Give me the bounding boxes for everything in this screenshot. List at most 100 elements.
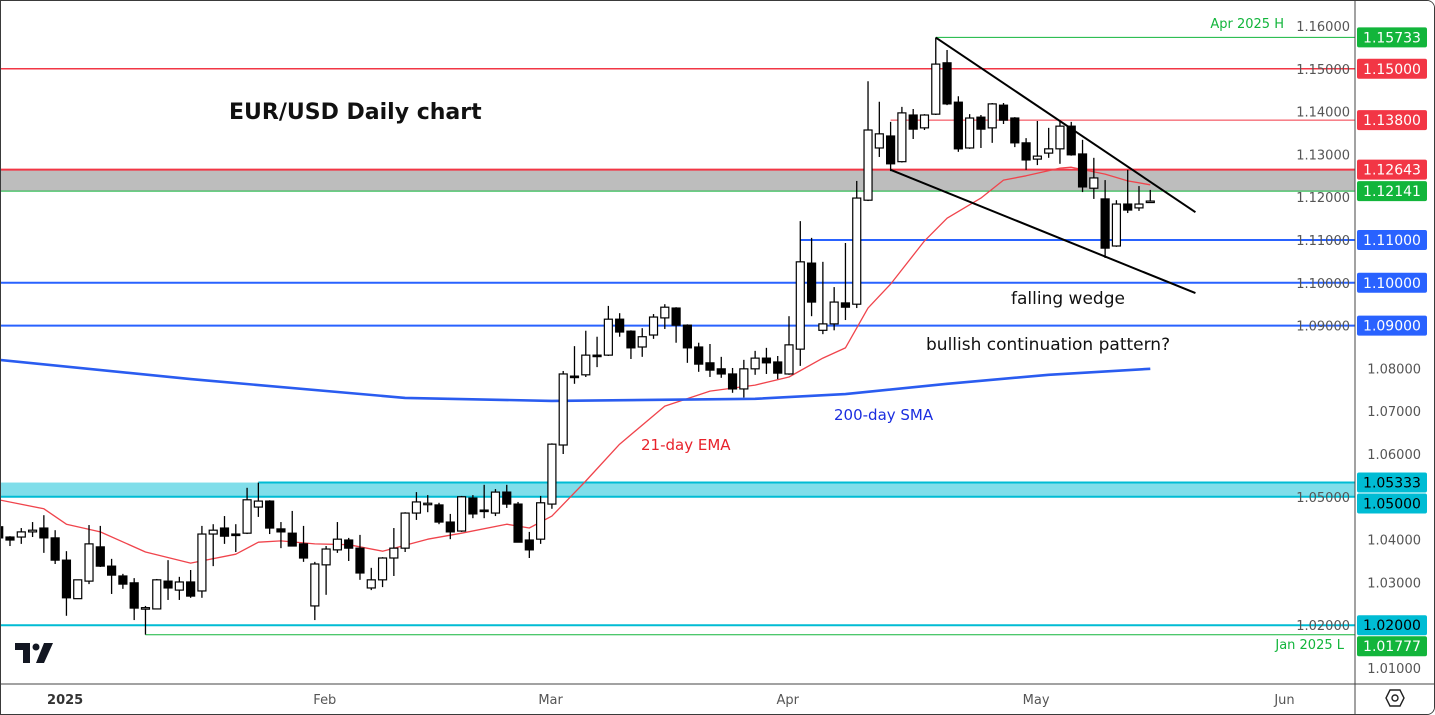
candle-body[interactable] <box>727 373 738 390</box>
candle-body[interactable] <box>660 306 670 319</box>
candle-body[interactable] <box>739 368 749 390</box>
candle-body[interactable] <box>1 526 4 539</box>
candle-body[interactable] <box>129 582 139 609</box>
candle-body[interactable] <box>648 316 659 336</box>
candle-body[interactable] <box>73 579 83 600</box>
candle-body[interactable] <box>1044 148 1054 154</box>
candle-body[interactable] <box>852 197 862 305</box>
settings-hexagon-icon[interactable] <box>1384 688 1406 708</box>
candle-body[interactable] <box>682 324 692 349</box>
candle-body[interactable] <box>513 503 523 543</box>
candle-body[interactable] <box>61 559 72 599</box>
candle-body[interactable] <box>231 533 241 537</box>
candle-body[interactable] <box>694 346 704 365</box>
candle-body[interactable] <box>615 318 625 333</box>
candle-body[interactable] <box>366 579 376 589</box>
candle-body[interactable] <box>186 581 196 597</box>
candle-body[interactable] <box>1010 117 1020 144</box>
candle-body[interactable] <box>174 581 184 591</box>
candle-body[interactable] <box>1066 125 1076 156</box>
candle-body[interactable] <box>400 512 410 549</box>
candle-body[interactable] <box>253 500 263 508</box>
candle-body[interactable] <box>84 543 94 582</box>
candle-body[interactable] <box>95 546 105 567</box>
candle-body[interactable] <box>265 500 275 529</box>
candle-body[interactable] <box>321 548 331 566</box>
candle-body[interactable] <box>1134 203 1144 209</box>
candle-body[interactable] <box>1123 203 1133 211</box>
candle-body[interactable] <box>377 557 388 581</box>
candle-body[interactable] <box>874 133 884 149</box>
candle-body[interactable] <box>524 539 534 551</box>
candle-body[interactable] <box>411 501 422 514</box>
candle-body[interactable] <box>1055 125 1065 150</box>
candle-body[interactable] <box>50 537 60 561</box>
candle-body[interactable] <box>536 502 546 540</box>
candle-body[interactable] <box>355 547 365 574</box>
candle-body[interactable] <box>705 362 715 371</box>
candle-body[interactable] <box>581 354 591 376</box>
candle-body[interactable] <box>1089 177 1099 189</box>
candle-body[interactable] <box>468 497 478 515</box>
candle-body[interactable] <box>389 547 399 559</box>
candle-body[interactable] <box>942 62 952 105</box>
candle-body[interactable] <box>208 529 218 535</box>
candle-body[interactable] <box>1145 200 1155 204</box>
candle-body[interactable] <box>310 563 320 607</box>
candle-body[interactable] <box>39 527 49 539</box>
candle-body[interactable] <box>840 302 851 308</box>
price-axis[interactable] <box>1355 1 1435 715</box>
candle-body[interactable] <box>569 375 580 379</box>
candle-body[interactable] <box>626 330 636 349</box>
candle-body[interactable] <box>603 318 613 356</box>
wedge-trendline[interactable] <box>890 168 1196 294</box>
candle-body[interactable] <box>592 354 602 358</box>
candle-body[interactable] <box>1032 155 1042 160</box>
candle-body[interactable] <box>163 580 173 589</box>
candle-body[interactable] <box>445 521 455 533</box>
candle-body[interactable] <box>298 543 309 559</box>
candle-body[interactable] <box>479 509 489 513</box>
candle-body[interactable] <box>953 101 963 150</box>
candle-body[interactable] <box>434 504 444 523</box>
candle-body[interactable] <box>197 533 207 592</box>
candle-body[interactable] <box>671 307 681 326</box>
candle-body[interactable] <box>423 502 433 506</box>
candle-body[interactable] <box>332 538 342 551</box>
candle-body[interactable] <box>547 443 557 505</box>
candle-body[interactable] <box>965 117 975 149</box>
candle-body[interactable] <box>1111 203 1122 247</box>
candle-body[interactable] <box>750 357 760 370</box>
candle-body[interactable] <box>863 129 873 201</box>
candle-body[interactable] <box>987 103 997 129</box>
candle-body[interactable] <box>276 528 286 533</box>
candle-body[interactable] <box>558 373 568 446</box>
candle-body[interactable] <box>795 261 805 350</box>
candle-body[interactable] <box>818 323 828 331</box>
candle-body[interactable] <box>456 496 467 532</box>
candle-body[interactable] <box>152 579 162 610</box>
candle-body[interactable] <box>106 565 117 576</box>
candle-body[interactable] <box>140 607 151 610</box>
candle-body[interactable] <box>242 499 252 534</box>
candle-body[interactable] <box>5 536 15 541</box>
candle-body[interactable] <box>219 527 230 537</box>
candle-body[interactable] <box>490 491 501 514</box>
tradingview-logo[interactable] <box>15 643 55 663</box>
candle-body[interactable] <box>806 262 817 303</box>
candle-body[interactable] <box>287 532 297 547</box>
candle-body[interactable] <box>761 357 772 364</box>
candle-body[interactable] <box>16 531 26 538</box>
candle-body[interactable] <box>897 112 907 163</box>
candle-body[interactable] <box>1100 198 1110 249</box>
candle-body[interactable] <box>118 575 128 585</box>
candle-body[interactable] <box>1077 153 1088 188</box>
candle-body[interactable] <box>829 301 839 325</box>
candle-body[interactable] <box>1021 142 1031 161</box>
candle-body[interactable] <box>931 63 941 115</box>
candle-body[interactable] <box>344 539 354 549</box>
candle-body[interactable] <box>919 114 930 129</box>
candle-body[interactable] <box>27 529 38 533</box>
candle-body[interactable] <box>976 116 986 130</box>
